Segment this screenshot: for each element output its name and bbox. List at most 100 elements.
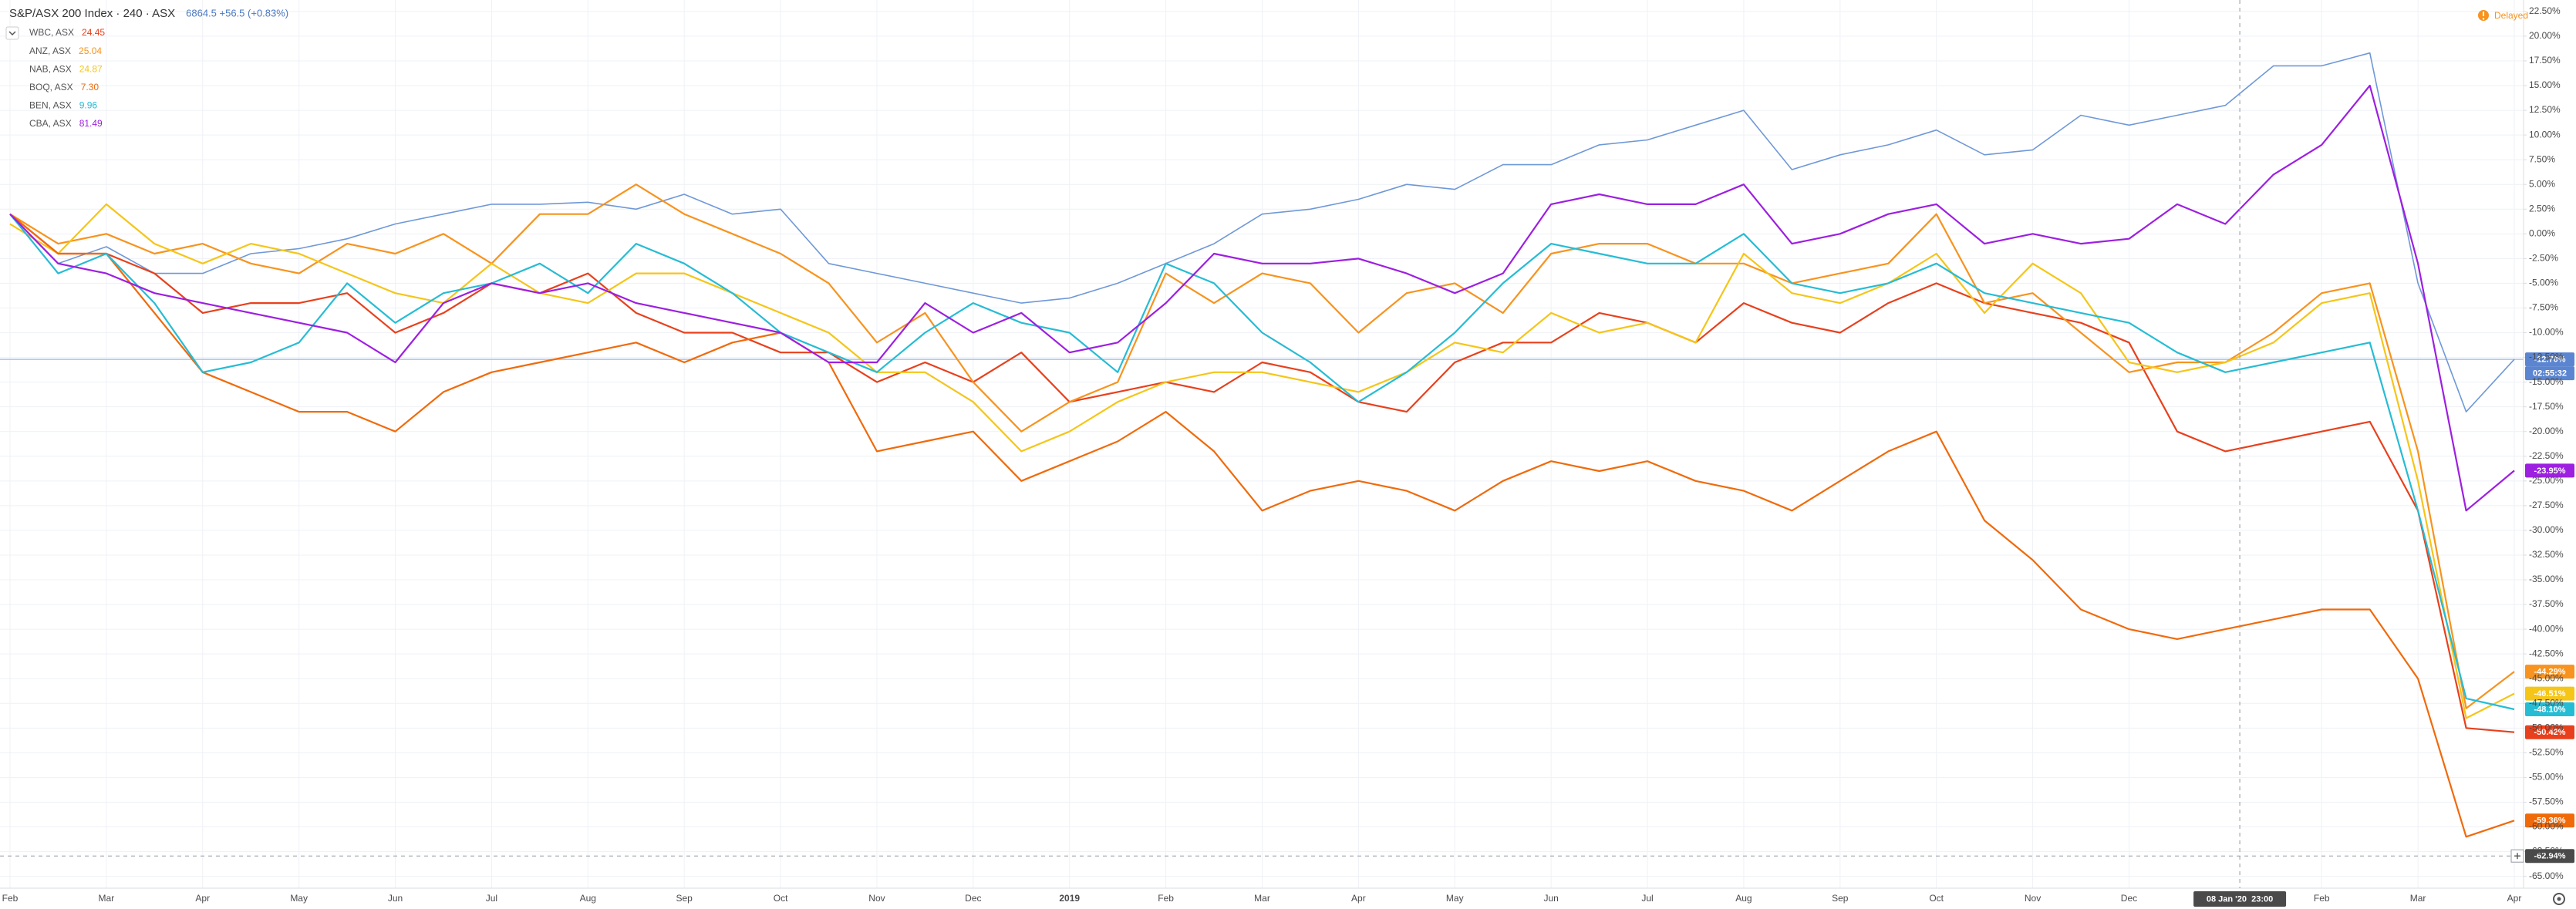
y-tick-label: -37.50%	[2529, 598, 2564, 609]
y-tick-label: 15.00%	[2529, 79, 2561, 90]
x-tick-label: Oct	[774, 893, 788, 904]
crosshair-x-label-bg	[2193, 891, 2287, 907]
x-tick-label: Jul	[486, 893, 497, 904]
legend-label[interactable]: NAB, ASX	[29, 63, 72, 74]
legend-value: 7.30	[81, 82, 99, 93]
crosshair-plus-icon	[2514, 853, 2520, 860]
legend-value: 25.04	[79, 45, 102, 56]
last-value-label: -48.10%	[2534, 705, 2566, 714]
y-tick-label: -17.50%	[2529, 401, 2564, 412]
y-tick-label: -22.50%	[2529, 450, 2564, 461]
y-tick-label: -65.00%	[2529, 870, 2564, 881]
last-value-label: -12.70%	[2534, 355, 2566, 365]
y-tick-label: -42.50%	[2529, 648, 2564, 658]
x-tick-label: Nov	[868, 893, 885, 904]
last-value-label-bg	[2525, 665, 2574, 679]
x-tick-label: May	[1446, 893, 1464, 904]
y-tick-label: 7.50%	[2529, 153, 2555, 164]
legend-label[interactable]: CBA, ASX	[29, 118, 72, 129]
last-value-label: -46.51%	[2534, 689, 2566, 699]
legend-label[interactable]: BOQ, ASX	[29, 82, 73, 93]
x-tick-label: May	[290, 893, 308, 904]
last-value-label-bg	[2525, 702, 2574, 716]
y-tick-label: -57.50%	[2529, 796, 2564, 807]
plot	[9, 52, 2515, 838]
x-tick-label: 2019	[1059, 893, 1080, 904]
legend-label[interactable]: BEN, ASX	[29, 100, 72, 111]
legend-label[interactable]: ANZ, ASX	[29, 45, 71, 56]
countdown-bg	[2525, 366, 2574, 381]
crosshair-y-label: -62.94%	[2534, 852, 2566, 861]
series-line	[9, 52, 2515, 412]
y-tick-label: -62.50%	[2529, 846, 2564, 857]
series-line	[9, 213, 2515, 838]
y-tick-label: -25.00%	[2529, 475, 2564, 486]
y-tick-label: -20.00%	[2529, 426, 2564, 436]
legend-value: 24.45	[82, 27, 105, 38]
y-tick-label: 5.00%	[2529, 178, 2555, 189]
delayed-badge[interactable]: Delayed	[2478, 10, 2528, 21]
x-tick-label: Feb	[2314, 893, 2330, 904]
x-tick-label: Feb	[1158, 893, 1174, 904]
legend-label[interactable]: WBC, ASX	[29, 27, 74, 38]
x-tick-label: Sep	[1832, 893, 1849, 904]
y-tick-label: -52.50%	[2529, 747, 2564, 758]
y-tick-label: 22.50%	[2529, 5, 2561, 16]
x-tick-label: Sep	[676, 893, 693, 904]
legend-value: 9.96	[79, 100, 98, 111]
last-value-label-bg	[2525, 725, 2574, 739]
last-value-label-bg	[2525, 463, 2574, 478]
series-line	[9, 213, 2515, 733]
y-tick-label: -7.50%	[2529, 302, 2558, 313]
y-tick-label: -55.00%	[2529, 772, 2564, 783]
y-tick-label: 17.50%	[2529, 55, 2561, 66]
x-tick-label: Nov	[2025, 893, 2041, 904]
toggle-box[interactable]	[5, 26, 19, 40]
chart-title: S&P/ASX 200 Index · 240 · ASX	[9, 7, 175, 20]
x-tick-label: Apr	[195, 893, 210, 904]
y-tick-label: 0.00%	[2529, 227, 2555, 238]
y-tick-label: -10.00%	[2529, 327, 2564, 338]
x-tick-label: Feb	[2, 893, 19, 904]
y-tick-label: 20.00%	[2529, 30, 2561, 41]
delayed-label[interactable]: Delayed	[2494, 10, 2528, 21]
y-tick-label: -12.50%	[2529, 352, 2564, 362]
y-tick-label: -32.50%	[2529, 549, 2564, 560]
x-tick-label: Apr	[1351, 893, 1366, 904]
x-tick-label: Dec	[2121, 893, 2137, 904]
last-value-label: -50.42%	[2534, 728, 2566, 737]
last-value-label-bg	[2525, 813, 2574, 828]
x-tick-label: Aug	[1735, 893, 1752, 904]
crosshair-y-label-bg	[2525, 849, 2574, 864]
x-tick-label: Jun	[1543, 893, 1558, 904]
legend-value: 24.87	[79, 63, 103, 74]
gear-center	[2557, 897, 2561, 901]
gear-icon[interactable]	[2553, 893, 2565, 905]
x-tick-label: Oct	[1929, 893, 1944, 904]
last-value-label-bg	[2525, 686, 2574, 701]
x-tick-label: Mar	[1254, 893, 1270, 904]
y-tick-label: 12.50%	[2529, 104, 2561, 115]
last-value-label-bg	[2525, 352, 2574, 367]
y-tick-label: -30.00%	[2529, 524, 2564, 535]
y-tick-label: 2.50%	[2529, 203, 2555, 214]
last-value-label: -44.29%	[2534, 668, 2566, 677]
x-tick-label: Jun	[388, 893, 403, 904]
x-tick-label: Mar	[2410, 893, 2426, 904]
x-tick-label: Dec	[965, 893, 981, 904]
countdown: 02:55:32	[2533, 369, 2567, 379]
y-tick-label: 10.00%	[2529, 129, 2561, 140]
settings-button[interactable]	[2553, 893, 2565, 905]
y-tick-label: -2.50%	[2529, 253, 2558, 264]
y-tick-label: -27.50%	[2529, 500, 2564, 510]
series-line	[9, 183, 2515, 709]
x-tick-label: Aug	[580, 893, 596, 904]
crosshair-x-label: 08 Jan '20 23:00	[2207, 894, 2273, 904]
legend-toggle[interactable]	[5, 26, 19, 40]
delayed-icon-dot	[2482, 18, 2485, 20]
legend-value: 81.49	[79, 118, 103, 129]
